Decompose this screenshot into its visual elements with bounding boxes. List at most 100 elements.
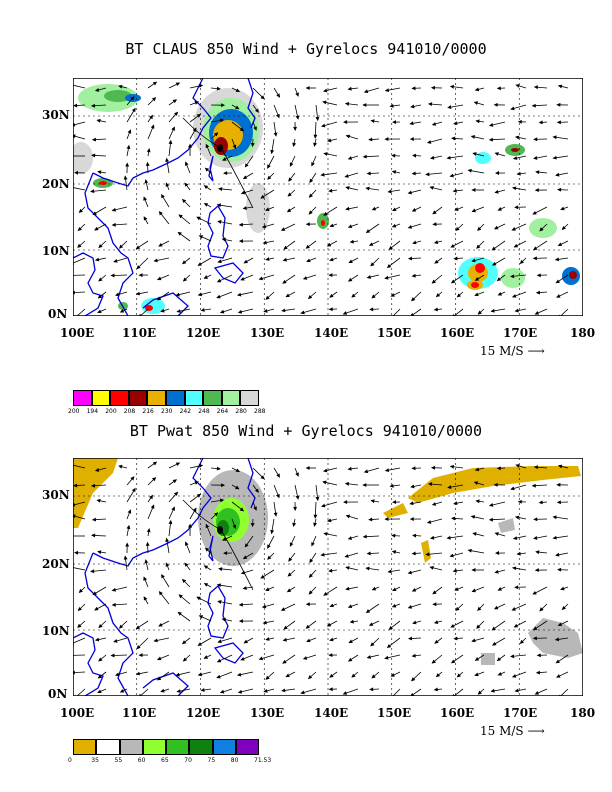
panel2-lon-label: 180 bbox=[570, 706, 596, 720]
wind-arrowhead bbox=[366, 171, 371, 176]
wind-arrowhead bbox=[94, 226, 99, 231]
wind-arrowhead bbox=[97, 309, 102, 314]
wind-arrowhead bbox=[474, 467, 480, 472]
colorbar-swatch bbox=[212, 739, 236, 755]
wind-arrowhead bbox=[118, 464, 123, 469]
wind-arrowhead bbox=[453, 256, 458, 261]
wind-arrowhead bbox=[293, 126, 298, 132]
wind-arrowhead bbox=[149, 114, 154, 120]
colorbar-label: 280 bbox=[235, 408, 247, 415]
wind-arrowhead bbox=[477, 226, 482, 231]
wind-arrowhead bbox=[96, 498, 101, 503]
wind-arrowhead bbox=[94, 87, 100, 92]
wind-arrowhead bbox=[98, 277, 103, 282]
wind-arrowhead bbox=[456, 293, 462, 298]
wind-arrowhead bbox=[217, 600, 222, 604]
wind-arrowhead bbox=[450, 623, 455, 628]
wind-arrowhead bbox=[78, 208, 83, 214]
wind-arrowhead bbox=[309, 178, 314, 184]
wind-arrowhead bbox=[494, 532, 499, 536]
wind-arrowhead bbox=[533, 517, 538, 522]
wind-arrowhead bbox=[407, 636, 413, 641]
wind-arrowhead bbox=[534, 311, 540, 315]
wind-arrowhead bbox=[368, 242, 374, 246]
wind-arrowhead bbox=[184, 182, 189, 187]
wind-arrowhead bbox=[260, 194, 265, 199]
colorbar-label: 230 bbox=[161, 408, 173, 415]
wind-arrowhead bbox=[474, 672, 479, 677]
wind-arrowhead bbox=[203, 275, 209, 279]
wind-arrowhead bbox=[431, 122, 437, 126]
wind-arrowhead bbox=[254, 108, 259, 113]
wind-arrowhead bbox=[126, 524, 131, 530]
wind-arrowhead bbox=[474, 657, 480, 661]
wind-arrowhead bbox=[308, 193, 313, 198]
colorbar-label: 55 bbox=[114, 757, 123, 764]
wind-arrowhead bbox=[302, 656, 308, 660]
panel2-lat-label: 10N bbox=[42, 624, 70, 638]
colorbar-swatch bbox=[235, 739, 259, 755]
wind-arrowhead bbox=[178, 594, 183, 599]
wind-arrow bbox=[453, 688, 464, 696]
wind-arrowhead bbox=[144, 559, 149, 564]
wind-arrowhead bbox=[171, 506, 175, 511]
wind-arrowhead bbox=[449, 173, 454, 178]
wind-arrowhead bbox=[514, 585, 519, 590]
wind-arrowhead bbox=[115, 672, 120, 677]
wind-arrowhead bbox=[362, 103, 367, 107]
wind-arrowhead bbox=[362, 154, 367, 159]
wind-arrowhead bbox=[326, 138, 332, 143]
wind-arrowhead bbox=[110, 653, 115, 658]
wind-arrow bbox=[73, 257, 86, 264]
wind-arrowhead bbox=[471, 208, 476, 213]
wind-arrowhead bbox=[144, 179, 149, 184]
wind-arrowhead bbox=[323, 591, 328, 596]
wind-arrowhead bbox=[270, 149, 275, 155]
wind-arrowhead bbox=[321, 503, 326, 508]
wind-arrowhead bbox=[411, 273, 416, 278]
wind-arrowhead bbox=[451, 516, 456, 521]
panel2-lon-label: 130E bbox=[250, 706, 285, 720]
wind-arrowhead bbox=[194, 481, 199, 485]
wind-arrowhead bbox=[171, 126, 175, 131]
wind-arrowhead bbox=[285, 293, 290, 298]
wind-arrowhead bbox=[145, 541, 150, 546]
wind-arrowhead bbox=[344, 554, 349, 558]
wind-arrowhead bbox=[510, 274, 515, 279]
wind-arrowhead bbox=[515, 463, 520, 468]
wind-arrowhead bbox=[250, 142, 255, 148]
wind-arrowhead bbox=[366, 551, 371, 556]
wind-arrowhead bbox=[555, 552, 560, 557]
wind-arrow bbox=[73, 187, 86, 191]
wind-arrowhead bbox=[267, 544, 271, 549]
wind-arrowhead bbox=[517, 499, 522, 504]
colorbar-swatch bbox=[91, 390, 111, 406]
wind-arrowhead bbox=[182, 277, 188, 282]
wind-arrowhead bbox=[216, 658, 222, 663]
wind-arrowhead bbox=[474, 87, 480, 92]
wind-arrowhead bbox=[435, 293, 441, 298]
wind-arrowhead bbox=[181, 198, 187, 204]
wind-arrowhead bbox=[554, 257, 560, 262]
panel1-lat-label: 10N bbox=[42, 244, 70, 258]
wind-arrowhead bbox=[431, 502, 437, 506]
panel1-title: BT CLAUS 850 Wind + Gyrelocs 941010/0000 bbox=[125, 40, 487, 58]
wind-arrowhead bbox=[238, 222, 243, 227]
wind-arrowhead bbox=[292, 522, 297, 527]
wind-arrowhead bbox=[433, 620, 439, 625]
wind-arrowhead bbox=[131, 107, 136, 113]
wind-arrowhead bbox=[531, 483, 536, 488]
wind-arrowhead bbox=[240, 570, 246, 575]
colorbar-swatch bbox=[189, 739, 213, 755]
wind-arrowhead bbox=[130, 476, 135, 481]
wind-arrowhead bbox=[237, 672, 242, 677]
wind-arrowhead bbox=[238, 239, 243, 244]
colorbar-label: 65 bbox=[161, 757, 169, 764]
wind-arrowhead bbox=[409, 517, 414, 522]
wind-arrowhead bbox=[111, 207, 117, 212]
wind-arrowhead bbox=[435, 673, 441, 678]
wind-arrowhead bbox=[237, 309, 243, 314]
wind-arrowhead bbox=[262, 240, 267, 245]
wind-arrowhead bbox=[295, 92, 299, 97]
wind-arrowhead bbox=[430, 465, 436, 470]
